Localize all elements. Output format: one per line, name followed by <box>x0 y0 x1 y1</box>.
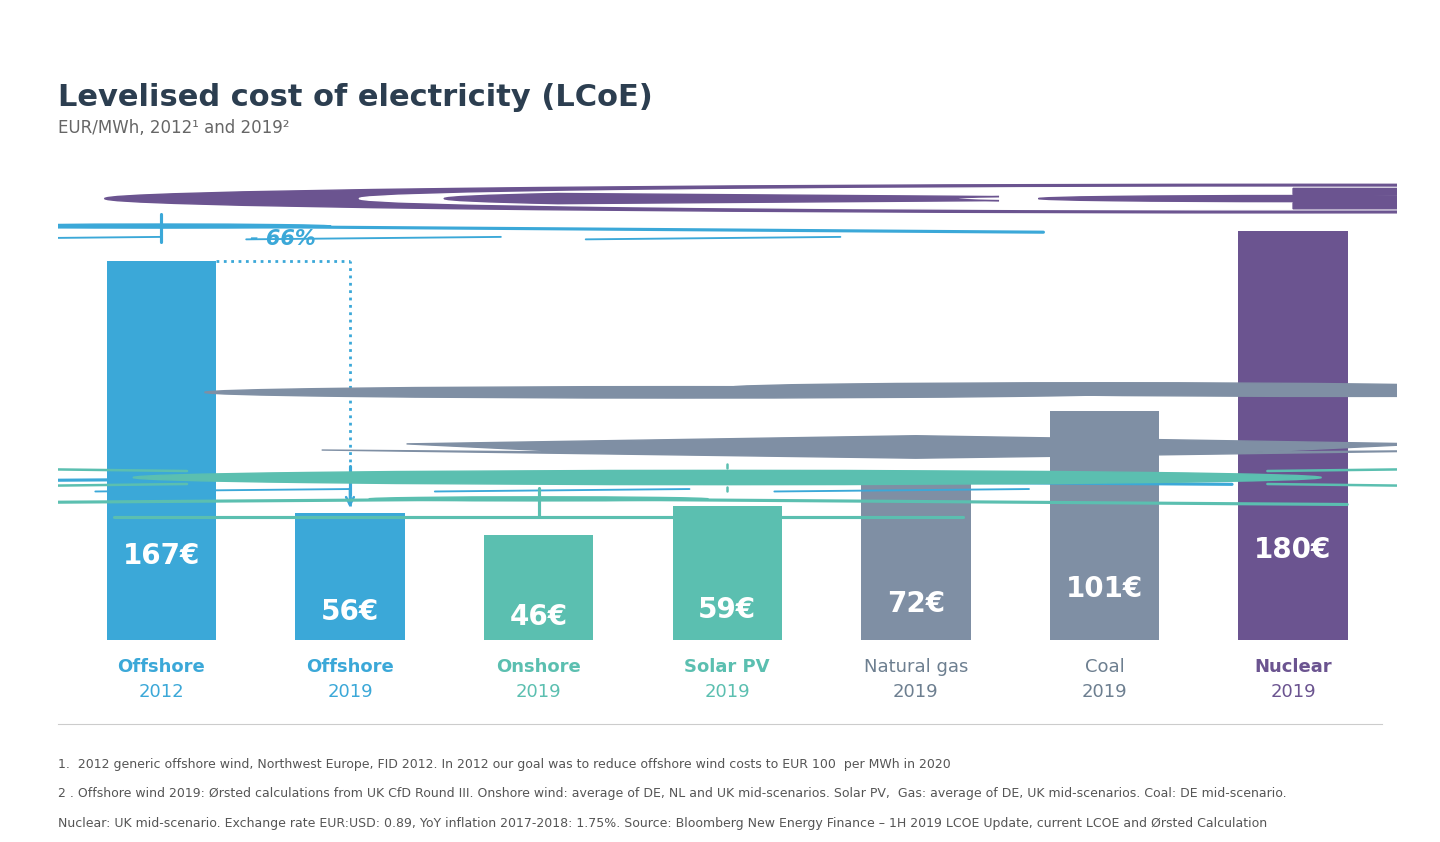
Circle shape <box>369 497 708 501</box>
Text: 2012: 2012 <box>138 683 184 701</box>
Text: 72€: 72€ <box>887 590 945 618</box>
Circle shape <box>935 386 1440 397</box>
Text: 2019: 2019 <box>1270 683 1316 701</box>
Text: Coal: Coal <box>1084 658 1125 676</box>
Wedge shape <box>445 194 999 204</box>
Circle shape <box>105 184 1440 213</box>
Circle shape <box>360 187 1440 210</box>
Text: Offshore: Offshore <box>118 658 206 676</box>
Circle shape <box>204 386 1155 398</box>
Text: 180€: 180€ <box>1254 536 1332 564</box>
Text: 1.  2012 generic offshore wind, Northwest Europe, FID 2012. In 2012 our goal was: 1. 2012 generic offshore wind, Northwest… <box>58 758 950 770</box>
Wedge shape <box>1293 189 1440 196</box>
Bar <box>295 513 405 640</box>
Text: Offshore: Offshore <box>307 658 393 676</box>
Bar <box>484 536 593 640</box>
Text: Natural gas: Natural gas <box>864 658 968 676</box>
Bar <box>1050 411 1159 640</box>
Circle shape <box>180 476 520 480</box>
Text: 56€: 56€ <box>321 598 379 626</box>
Text: 46€: 46€ <box>510 603 567 631</box>
Bar <box>861 477 971 640</box>
Bar <box>107 260 216 640</box>
Text: 2 . Offshore wind 2019: Ørsted calculations from UK CfD Round III. Onshore wind:: 2 . Offshore wind 2019: Ørsted calculati… <box>58 787 1286 800</box>
Bar <box>672 506 782 640</box>
Text: Nuclear: UK mid-scenario. Exchange rate EUR:USD: 0.89, YoY inflation 2017-2018: : Nuclear: UK mid-scenario. Exchange rate … <box>58 817 1267 829</box>
Text: 59€: 59€ <box>698 596 756 625</box>
Text: 2019: 2019 <box>704 683 750 701</box>
Text: EUR/MWh, 2012¹ and 2019²: EUR/MWh, 2012¹ and 2019² <box>58 119 289 137</box>
Text: Levelised cost of electricity (LCoE): Levelised cost of electricity (LCoE) <box>58 83 652 113</box>
Circle shape <box>0 224 331 228</box>
Polygon shape <box>321 435 1440 458</box>
Text: 2019: 2019 <box>893 683 939 701</box>
Text: 2019: 2019 <box>327 683 373 701</box>
Text: Onshore: Onshore <box>497 658 580 676</box>
Text: 2019: 2019 <box>516 683 562 701</box>
Text: - 66%: - 66% <box>251 229 315 249</box>
Text: 2019: 2019 <box>1081 683 1128 701</box>
Circle shape <box>732 383 1440 392</box>
Text: Nuclear: Nuclear <box>1254 658 1332 676</box>
Text: 167€: 167€ <box>122 542 200 571</box>
Wedge shape <box>1293 200 1440 209</box>
Text: Solar PV: Solar PV <box>684 658 770 676</box>
Circle shape <box>1038 195 1440 201</box>
Bar <box>1238 231 1348 640</box>
Text: 101€: 101€ <box>1066 575 1143 604</box>
Circle shape <box>132 471 1322 485</box>
